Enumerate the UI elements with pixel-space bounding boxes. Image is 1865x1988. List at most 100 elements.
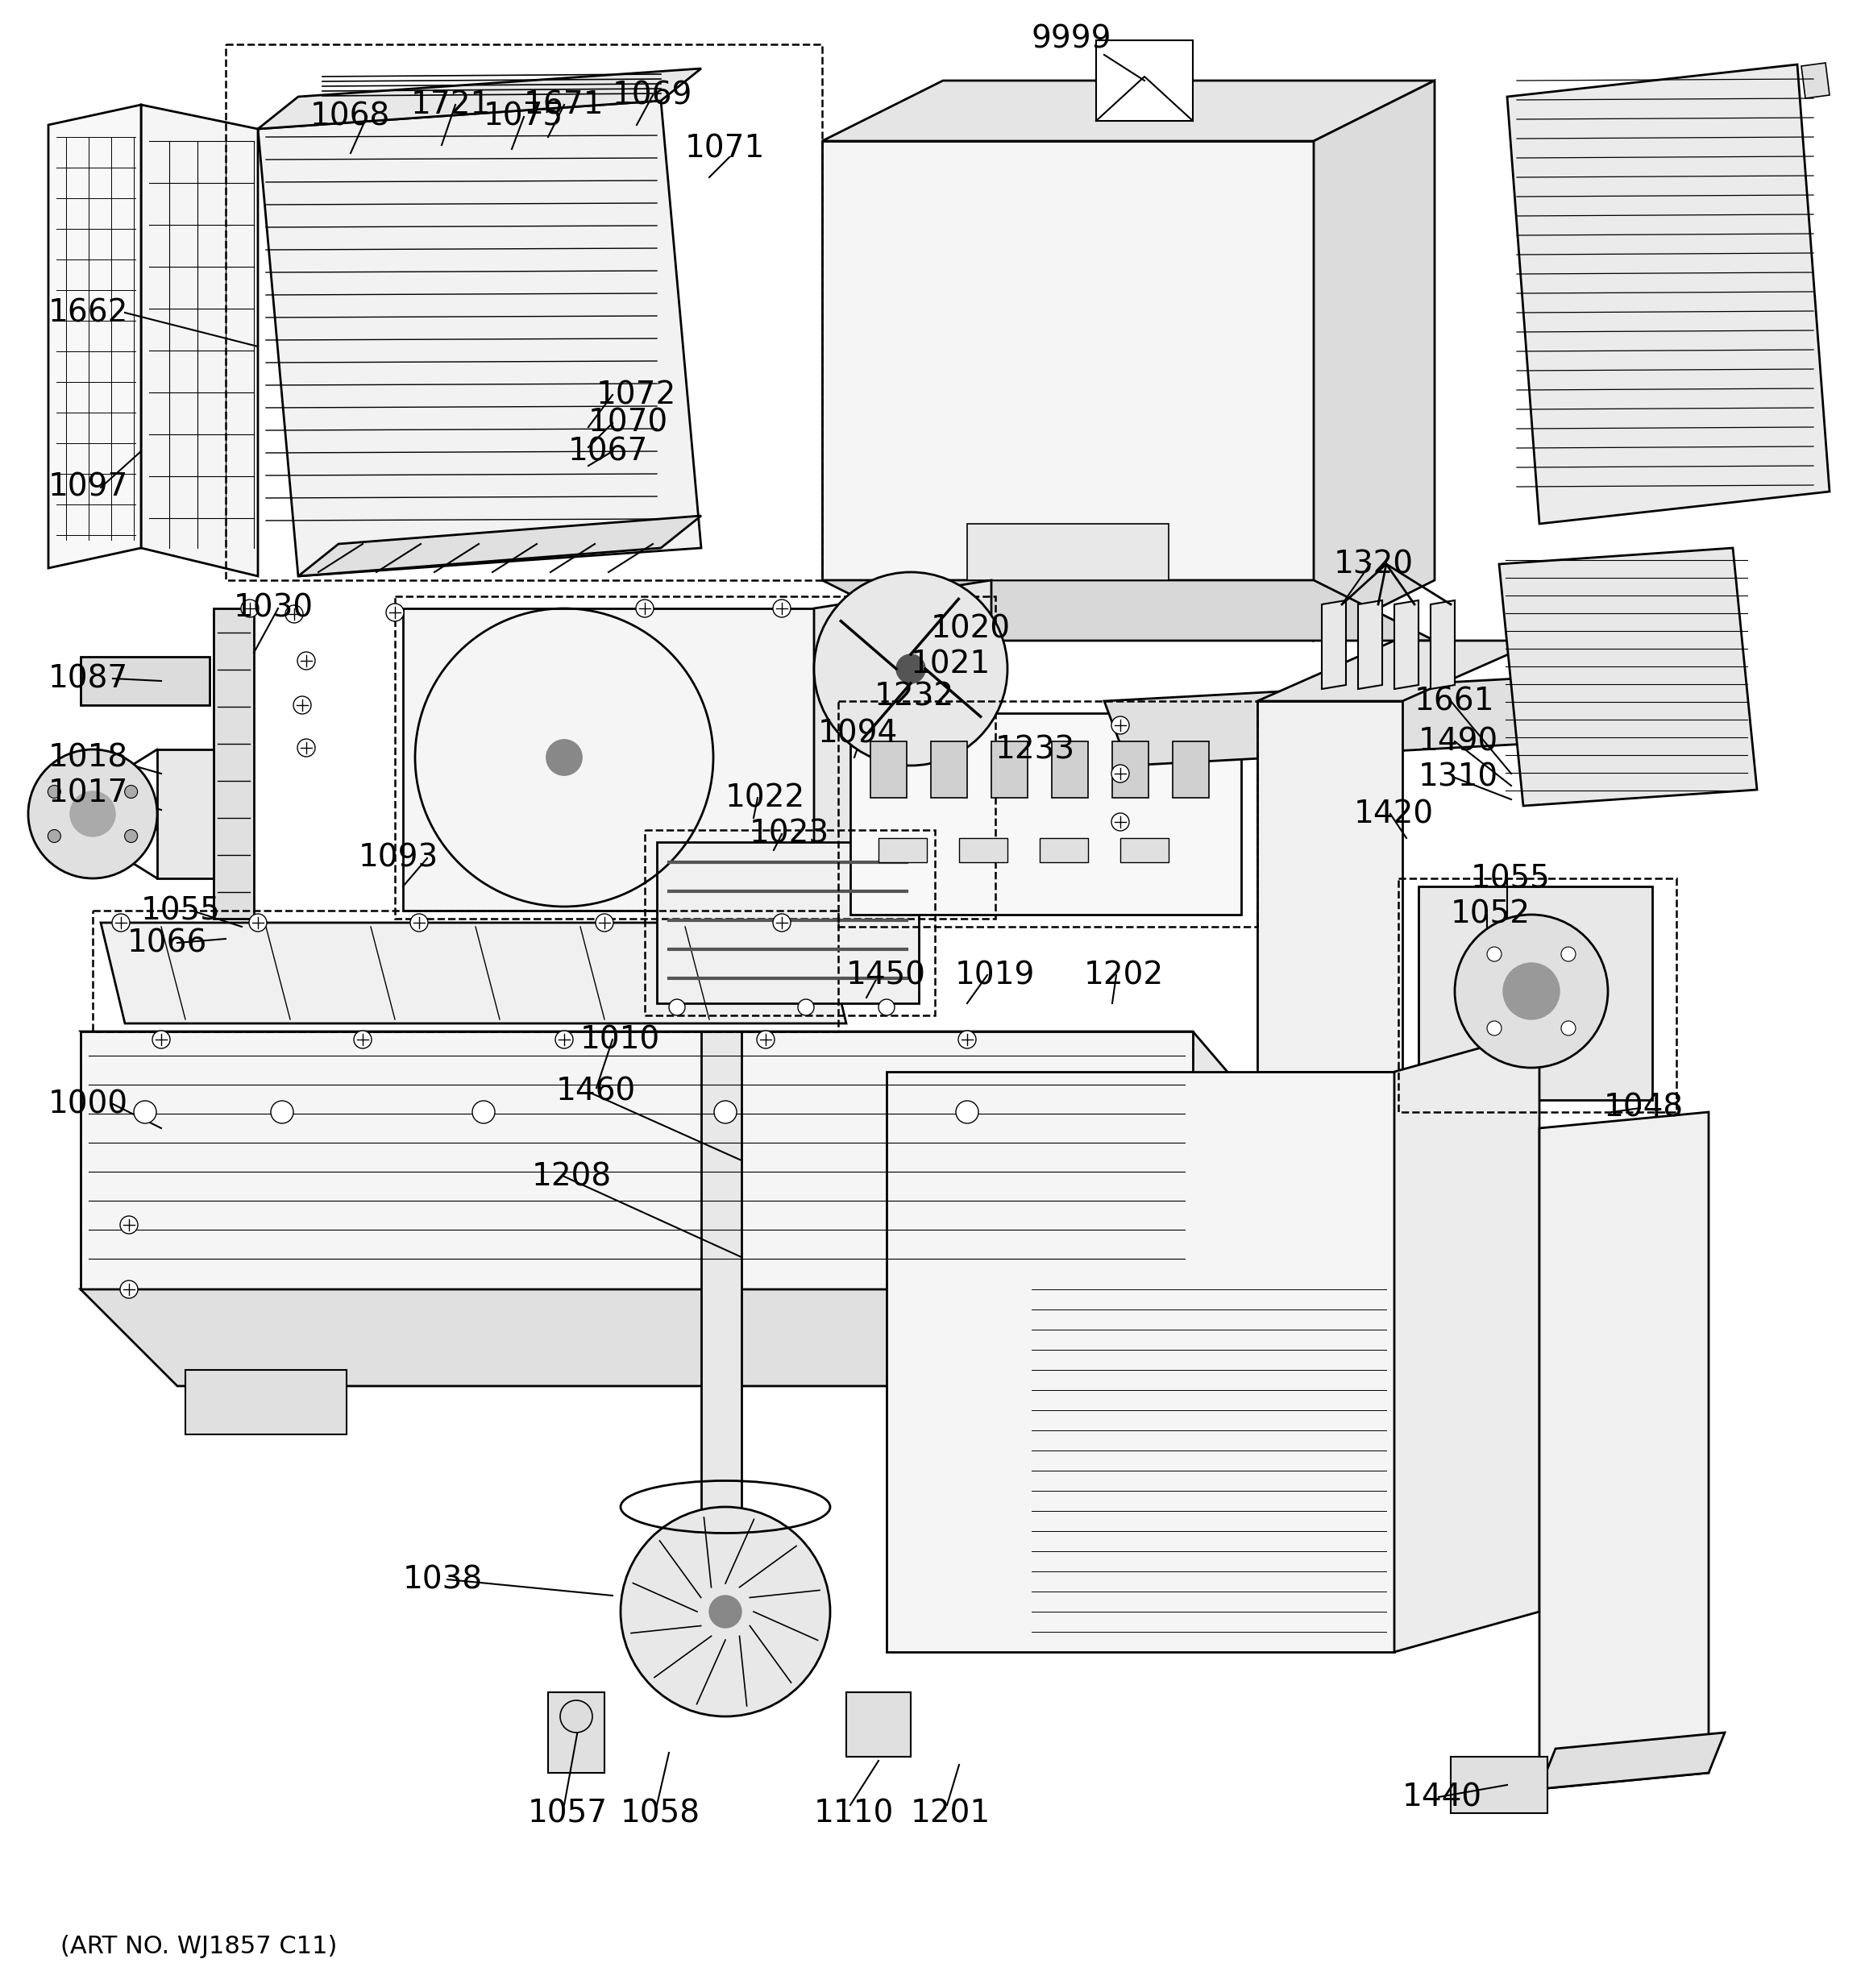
Polygon shape xyxy=(1097,40,1194,121)
Text: 1094: 1094 xyxy=(819,718,899,749)
Polygon shape xyxy=(185,1370,347,1435)
Circle shape xyxy=(297,740,315,757)
Circle shape xyxy=(1561,946,1576,962)
Circle shape xyxy=(757,1030,774,1048)
Bar xyxy=(93,911,837,1032)
Circle shape xyxy=(134,1101,157,1123)
Circle shape xyxy=(556,1030,573,1048)
Polygon shape xyxy=(847,1692,910,1757)
Polygon shape xyxy=(157,749,214,879)
Polygon shape xyxy=(813,580,992,911)
Text: 1232: 1232 xyxy=(875,682,955,712)
Text: 1066: 1066 xyxy=(127,928,207,958)
Circle shape xyxy=(119,1280,138,1298)
Text: 1019: 1019 xyxy=(955,960,1035,990)
Bar xyxy=(959,839,1007,863)
Polygon shape xyxy=(850,714,1242,914)
Circle shape xyxy=(386,604,405,622)
Polygon shape xyxy=(1802,64,1830,97)
Circle shape xyxy=(670,1000,684,1016)
Polygon shape xyxy=(1313,82,1434,640)
Bar xyxy=(1173,742,1209,797)
Circle shape xyxy=(28,749,157,879)
Text: 1490: 1490 xyxy=(1419,726,1498,757)
Text: 1020: 1020 xyxy=(931,612,1011,644)
Text: 1721: 1721 xyxy=(410,89,490,119)
Text: 1093: 1093 xyxy=(358,843,438,873)
Polygon shape xyxy=(80,1032,1289,1145)
Text: 1662: 1662 xyxy=(48,298,129,328)
Text: 1450: 1450 xyxy=(847,960,927,990)
Text: 1017: 1017 xyxy=(48,779,129,809)
Circle shape xyxy=(410,914,427,932)
Polygon shape xyxy=(1395,1032,1539,1652)
Circle shape xyxy=(709,1596,742,1628)
Text: 1070: 1070 xyxy=(587,408,668,439)
Circle shape xyxy=(293,696,311,714)
Text: 1097: 1097 xyxy=(48,473,129,503)
Text: 1201: 1201 xyxy=(910,1797,990,1829)
Circle shape xyxy=(897,654,925,684)
Polygon shape xyxy=(1104,676,1572,765)
Bar xyxy=(226,44,822,580)
Polygon shape xyxy=(1507,64,1830,523)
Text: 1233: 1233 xyxy=(996,734,1076,765)
Circle shape xyxy=(772,600,791,616)
Polygon shape xyxy=(1539,1111,1708,1789)
Polygon shape xyxy=(80,1290,1289,1386)
Text: 1023: 1023 xyxy=(750,819,830,849)
Text: 1440: 1440 xyxy=(1402,1781,1483,1813)
Circle shape xyxy=(798,1000,813,1016)
Circle shape xyxy=(559,1700,593,1734)
Bar xyxy=(1052,742,1087,797)
Circle shape xyxy=(1486,946,1501,962)
Polygon shape xyxy=(1395,600,1419,690)
Polygon shape xyxy=(1430,600,1455,690)
Circle shape xyxy=(1455,914,1608,1068)
Circle shape xyxy=(297,652,315,670)
Circle shape xyxy=(270,1101,293,1123)
Circle shape xyxy=(1503,962,1559,1020)
Polygon shape xyxy=(1451,1757,1548,1813)
Polygon shape xyxy=(80,656,209,706)
Text: 1038: 1038 xyxy=(403,1565,483,1594)
Circle shape xyxy=(119,1217,138,1235)
Polygon shape xyxy=(822,82,1434,141)
Circle shape xyxy=(112,914,131,932)
Polygon shape xyxy=(1358,600,1382,690)
Text: 1671: 1671 xyxy=(524,89,604,119)
Polygon shape xyxy=(886,1072,1395,1652)
Text: 1000: 1000 xyxy=(48,1089,129,1119)
Polygon shape xyxy=(257,68,701,129)
Polygon shape xyxy=(822,141,1313,580)
Text: 1075: 1075 xyxy=(483,101,563,131)
Bar xyxy=(878,839,927,863)
Text: 1055: 1055 xyxy=(142,895,220,926)
Circle shape xyxy=(285,604,302,622)
Polygon shape xyxy=(48,105,142,569)
Polygon shape xyxy=(214,608,254,918)
Circle shape xyxy=(48,829,62,843)
Text: 1202: 1202 xyxy=(1084,960,1164,990)
Circle shape xyxy=(241,600,259,616)
Text: 1048: 1048 xyxy=(1604,1093,1684,1123)
Circle shape xyxy=(250,914,267,932)
Circle shape xyxy=(354,1030,371,1048)
Circle shape xyxy=(71,791,116,837)
Circle shape xyxy=(1112,813,1128,831)
Circle shape xyxy=(714,1101,737,1123)
Bar xyxy=(931,742,968,797)
Polygon shape xyxy=(403,608,813,911)
Polygon shape xyxy=(1419,887,1652,1099)
Text: 1068: 1068 xyxy=(310,101,390,131)
Text: 1071: 1071 xyxy=(684,133,765,165)
Polygon shape xyxy=(656,843,919,1004)
Circle shape xyxy=(1561,1022,1576,1036)
Circle shape xyxy=(125,829,138,843)
Circle shape xyxy=(472,1101,494,1123)
Text: 1057: 1057 xyxy=(528,1797,608,1829)
Circle shape xyxy=(621,1507,830,1716)
Circle shape xyxy=(772,914,791,932)
Text: (ART NO. WJ1857 C11): (ART NO. WJ1857 C11) xyxy=(60,1934,338,1958)
Polygon shape xyxy=(101,922,847,1024)
